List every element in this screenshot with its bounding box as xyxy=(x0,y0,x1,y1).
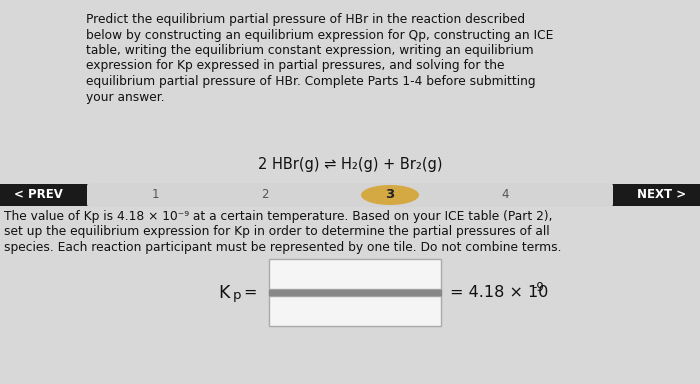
Text: table, writing the equilibrium constant expression, writing an equilibrium: table, writing the equilibrium constant … xyxy=(86,44,533,57)
Text: The value of Kp is 4.18 × 10⁻⁹ at a certain temperature. Based on your ICE table: The value of Kp is 4.18 × 10⁻⁹ at a cert… xyxy=(4,210,552,223)
Text: 2: 2 xyxy=(261,189,269,202)
Text: = 4.18 × 10: = 4.18 × 10 xyxy=(450,285,548,300)
Text: Predict the equilibrium partial pressure of HBr in the reaction described: Predict the equilibrium partial pressure… xyxy=(86,13,525,26)
Text: set up the equilibrium expression for Kp in order to determine the partial press: set up the equilibrium expression for Kp… xyxy=(4,225,550,238)
Bar xyxy=(0,184,700,206)
Text: expression for Kp expressed in partial pressures, and solving for the: expression for Kp expressed in partial p… xyxy=(86,60,505,73)
FancyBboxPatch shape xyxy=(87,183,613,207)
Text: NEXT >: NEXT > xyxy=(638,189,687,202)
Ellipse shape xyxy=(361,185,419,205)
Text: species. Each reaction participant must be represented by one tile. Do not combi: species. Each reaction participant must … xyxy=(4,241,561,254)
Text: 1: 1 xyxy=(151,189,159,202)
Text: 2 HBr(g) ⇌ H₂(g) + Br₂(g): 2 HBr(g) ⇌ H₂(g) + Br₂(g) xyxy=(258,157,442,172)
Text: < PREV: < PREV xyxy=(13,189,62,202)
Text: your answer.: your answer. xyxy=(86,91,164,104)
Text: equilibrium partial pressure of HBr. Complete Parts 1-4 before submitting: equilibrium partial pressure of HBr. Com… xyxy=(86,75,536,88)
Text: K: K xyxy=(218,283,230,301)
Text: p: p xyxy=(233,289,242,302)
Text: =: = xyxy=(244,285,257,300)
Text: -9: -9 xyxy=(532,281,544,294)
Text: 4: 4 xyxy=(501,189,509,202)
FancyBboxPatch shape xyxy=(269,259,441,289)
Text: 3: 3 xyxy=(386,189,395,202)
Text: below by constructing an equilibrium expression for Qp, constructing an ICE: below by constructing an equilibrium exp… xyxy=(86,28,554,41)
FancyBboxPatch shape xyxy=(269,296,441,326)
